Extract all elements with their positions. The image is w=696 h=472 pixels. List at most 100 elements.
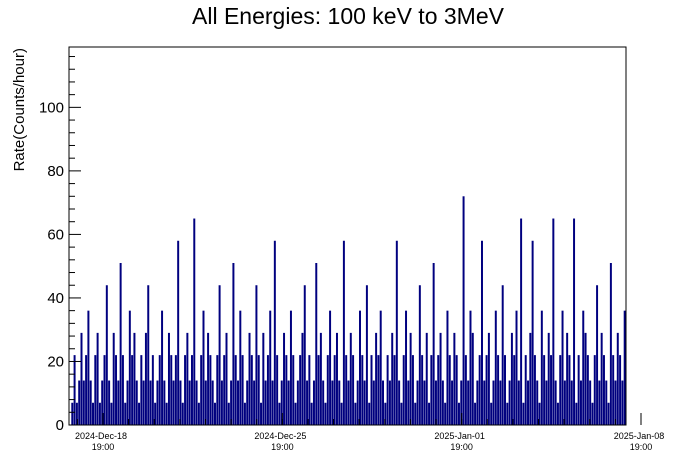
bar: [80, 332, 83, 425]
x-tick-date: 2024-Dec-25: [254, 431, 306, 441]
bar: [216, 355, 219, 425]
bar: [246, 380, 249, 425]
bar: [481, 240, 483, 425]
y-tick-label: 80: [47, 163, 64, 180]
bar: [356, 380, 359, 425]
bar: [515, 310, 518, 425]
bar: [193, 218, 196, 425]
bar: [607, 402, 610, 425]
plot-border: [68, 46, 627, 426]
bar: [510, 332, 513, 425]
bar: [591, 402, 594, 425]
bar: [584, 332, 587, 425]
x-tick-date: 2025-Jan-01: [434, 431, 485, 441]
bar: [101, 380, 104, 425]
bar: [271, 380, 274, 425]
bar: [73, 355, 76, 425]
bar: [446, 310, 449, 425]
bar: [108, 380, 111, 425]
bar: [577, 355, 580, 425]
bar: [402, 355, 405, 425]
bar: [430, 355, 433, 425]
bar: [621, 380, 624, 425]
bar: [200, 355, 203, 425]
bar: [365, 285, 368, 425]
bar: [428, 402, 431, 425]
bar: [566, 332, 569, 425]
bar: [545, 380, 548, 425]
x-tick-time: 19:00: [630, 442, 653, 452]
bar: [494, 310, 497, 425]
bar: [547, 332, 550, 425]
bar: [338, 380, 341, 425]
bar: [340, 402, 343, 425]
plot-frame: [68, 46, 627, 426]
bar: [135, 380, 138, 425]
bar: [423, 380, 426, 425]
bar: [345, 355, 348, 425]
bar: [612, 355, 615, 425]
bar: [451, 380, 454, 425]
bar: [398, 380, 401, 425]
bar: [517, 380, 520, 425]
bar: [600, 332, 603, 425]
bar: [276, 355, 279, 425]
y-tick-label: 100: [39, 99, 64, 116]
bar: [462, 196, 465, 425]
bar: [416, 380, 419, 425]
bar: [115, 355, 118, 425]
bar: [315, 263, 318, 425]
bar: [434, 380, 437, 425]
bar: [616, 332, 619, 425]
bar: [142, 380, 145, 425]
bar: [220, 380, 223, 425]
bar: [377, 355, 380, 425]
y-tick-label: 0: [56, 417, 64, 434]
bar: [414, 402, 417, 425]
bar: [128, 310, 131, 425]
bar: [211, 380, 214, 425]
bar: [474, 402, 477, 425]
bar: [614, 380, 617, 425]
bar: [342, 240, 345, 425]
bar: [248, 332, 251, 425]
bar: [170, 355, 173, 425]
bar: [469, 310, 472, 425]
bar: [382, 380, 384, 425]
bar: [131, 355, 134, 425]
bar: [407, 380, 410, 425]
bar: [257, 355, 260, 425]
x-tick-time: 19:00: [92, 442, 115, 452]
bar: [372, 380, 375, 425]
bar: [464, 355, 467, 425]
bar: [294, 402, 297, 425]
bar: [605, 380, 608, 425]
bar: [457, 402, 460, 425]
bar: [121, 355, 124, 425]
bar: [319, 332, 322, 425]
chart-title: All Energies: 100 keV to 3MeV: [192, 3, 504, 29]
bar: [262, 332, 265, 425]
bar: [87, 310, 90, 425]
bar: [492, 380, 495, 425]
bar: [163, 380, 166, 425]
bar: [214, 402, 216, 425]
bar: [179, 380, 182, 425]
bar: [243, 402, 246, 425]
bar: [411, 355, 414, 425]
bar: [301, 332, 304, 425]
bar: [195, 380, 198, 425]
bar: [536, 380, 539, 425]
bar: [331, 380, 334, 425]
bar: [232, 263, 235, 425]
bar: [299, 355, 302, 425]
bar: [322, 380, 325, 425]
bar: [506, 402, 509, 425]
bar: [209, 355, 212, 425]
bar: [324, 402, 327, 425]
bar: [98, 402, 101, 425]
bar: [89, 380, 92, 425]
bar: [308, 355, 311, 425]
bar: [384, 402, 387, 425]
